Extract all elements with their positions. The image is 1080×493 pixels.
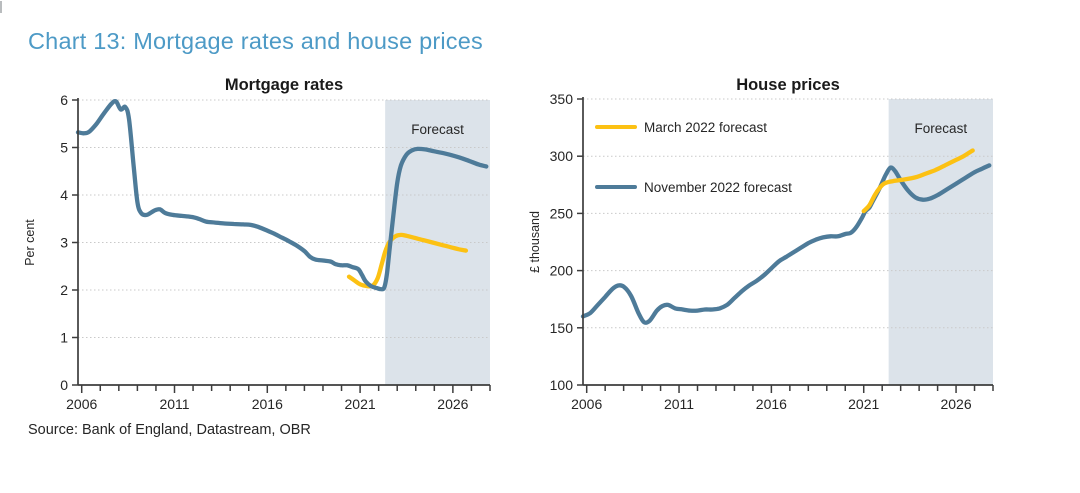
x-tick-label: 2026	[437, 396, 468, 412]
y-tick-label: 4	[60, 187, 68, 203]
legend-label: November 2022 forecast	[644, 179, 792, 195]
y-axis-title: £ thousand	[528, 211, 542, 273]
x-tick-label: 2021	[345, 396, 376, 412]
x-tick-label: 2021	[848, 396, 879, 412]
march-2022-forecast-line	[861, 148, 975, 214]
x-tick-label: 2026	[940, 396, 971, 412]
scan-artifact	[0, 1, 2, 13]
forecast-band	[888, 99, 993, 385]
y-tick-label: 5	[60, 140, 68, 156]
legend-item-march-2022: March 2022 forecast	[595, 117, 767, 137]
x-tick-label: 2006	[66, 396, 97, 412]
x-tick-label: 2016	[252, 396, 283, 412]
forecast-label: Forecast	[915, 121, 968, 136]
x-tick-label: 2011	[159, 396, 189, 412]
mortgage-rates-chart: Forecast 0 1 2 3 4 5 6 2006 2011 2016 2021 2026 Per c…	[23, 92, 491, 412]
mortgage-chart-title: Mortgage rates	[224, 76, 344, 94]
november-2022-forecast-line	[75, 98, 489, 292]
y-axis-title: Per cent	[23, 219, 37, 266]
forecast-label: Forecast	[411, 122, 464, 137]
house-chart-title: House prices	[736, 76, 840, 94]
y-tick-label: 150	[550, 320, 574, 336]
y-tick-label: 300	[550, 148, 574, 164]
november-2022-forecast-line	[580, 163, 992, 325]
y-tick-label: 3	[60, 235, 68, 251]
march-2022-line-swatch	[595, 124, 637, 130]
page-title: Chart 13: Mortgage rates and house price…	[28, 28, 483, 54]
y-tick-label: 100	[550, 377, 574, 393]
x-tick-label: 2016	[756, 396, 787, 412]
x-tick-label: 2006	[571, 396, 602, 412]
y-tick-label: 250	[550, 205, 574, 221]
y-tick-label: 1	[60, 330, 68, 346]
y-tick-label: 200	[550, 263, 574, 279]
y-tick-label: 2	[60, 282, 68, 298]
x-tick-label: 2011	[664, 396, 694, 412]
house-prices-chart: Forecast 100 150 200 250 300 350 2006 2011 2016 20…	[528, 91, 994, 412]
legend-label: March 2022 forecast	[644, 119, 768, 135]
y-tick-label: 350	[550, 91, 574, 107]
y-tick-label: 6	[60, 92, 68, 108]
source-note: Source: Bank of England, Datastream, OBR	[28, 422, 311, 438]
legend-item-november-2022: November 2022 forecast	[595, 177, 792, 197]
november-2022-line-swatch	[595, 184, 637, 190]
y-tick-label: 0	[60, 377, 68, 393]
